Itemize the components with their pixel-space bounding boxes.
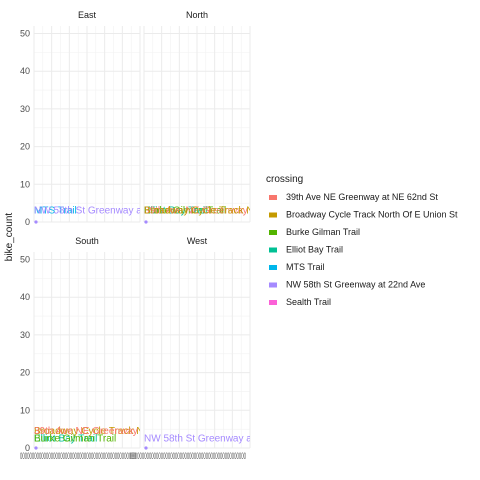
legend-label: Broadway Cycle Track North Of E Union St — [286, 210, 458, 220]
legend-title: crossing — [266, 174, 303, 185]
data-label: Burke Gilman Trail — [34, 434, 116, 445]
legend-label: Burke Gilman Trail — [286, 227, 360, 237]
data-label: NW 58th St Greenway at 22nd Ave — [144, 434, 299, 445]
data-label: Elliot Bay Trail — [34, 434, 97, 445]
data-label: 39th Ave NE Greenway at NE 62nd St — [34, 426, 203, 437]
legend-swatch — [269, 230, 277, 235]
data-point — [34, 446, 38, 450]
legend-label: NW 58th St Greenway at 22nd Ave — [286, 280, 425, 290]
facet-title: East — [78, 10, 97, 20]
y-tick-label: 20 — [20, 368, 30, 378]
legend-item: MTS Trail — [266, 262, 325, 272]
y-tick-label: 30 — [20, 104, 30, 114]
data-labels: NW 58th St Greenway at 22nd Ave — [144, 434, 299, 445]
y-tick-label: 50 — [20, 29, 30, 39]
facet-south: South 0 10 20 30 40 50 000000000000000000000000… — [20, 236, 225, 461]
facet-west: West 000000000000000000000000000000000000… — [130, 236, 299, 461]
legend-item: Burke Gilman Trail — [266, 227, 360, 237]
y-tick-label: 10 — [20, 405, 30, 415]
data-label: Broadway Cycle Track North Of E Union St — [34, 426, 225, 437]
legend-swatch — [269, 282, 277, 288]
legend-swatch — [269, 212, 277, 218]
data-label: Burke Gilman Trail — [144, 206, 226, 217]
legend-swatch — [269, 300, 277, 305]
y-tick-label: 20 — [20, 142, 30, 152]
y-tick-label: 40 — [20, 66, 30, 76]
facet-title: North — [186, 10, 208, 20]
y-axis-title: bike_count — [4, 213, 15, 262]
facet-title: West — [187, 236, 208, 246]
data-labels: Broadway Cycle Track North Of E Union St… — [34, 426, 225, 445]
legend-label: Sealth Trail — [286, 297, 331, 307]
data-point — [144, 220, 148, 224]
y-tick-label: 30 — [20, 330, 30, 340]
y-tick-label: 0 — [25, 217, 30, 227]
legend-swatch — [269, 195, 277, 200]
legend-item: NW 58th St Greenway at 22nd Ave — [266, 279, 425, 290]
legend-label: 39th Ave NE Greenway at NE 62nd St — [286, 192, 438, 202]
legend-swatch — [269, 265, 277, 270]
facet-title: South — [75, 236, 99, 246]
data-label: NW 58th St Greenway at 22nd Ave — [34, 206, 189, 217]
legend: crossing 39th Ave NE Greenway at NE 62nd … — [266, 174, 458, 307]
y-tick-label: 0 — [25, 443, 30, 453]
data-label: MTS Trail — [34, 206, 77, 217]
legend-item: Broadway Cycle Track North Of E Union St — [266, 209, 458, 220]
legend-swatch — [269, 247, 277, 253]
y-tick-label: 10 — [20, 179, 30, 189]
x-tick-labels: 0000000000000000000000000000000000000000… — [20, 451, 136, 461]
x-tick-labels: 0000000000000000000000000000000000000000… — [130, 451, 246, 461]
legend-item: Sealth Trail — [266, 297, 331, 307]
legend-label: Elliot Bay Trail — [286, 245, 343, 255]
data-label: 39th Ave NE Greenway at NE 62nd St — [144, 206, 313, 217]
legend-label: MTS Trail — [286, 262, 325, 272]
data-label: Broadway Cycle Track North Of E Union St — [144, 206, 335, 217]
y-tick-label: 40 — [20, 292, 30, 302]
data-point — [144, 446, 148, 450]
y-tick-label: 50 — [20, 255, 30, 265]
data-label: Elliot Bay Trail — [144, 206, 207, 217]
legend-item: 39th Ave NE Greenway at NE 62nd St — [266, 192, 438, 202]
legend-item: Elliot Bay Trail — [266, 244, 343, 255]
data-point — [34, 220, 38, 224]
